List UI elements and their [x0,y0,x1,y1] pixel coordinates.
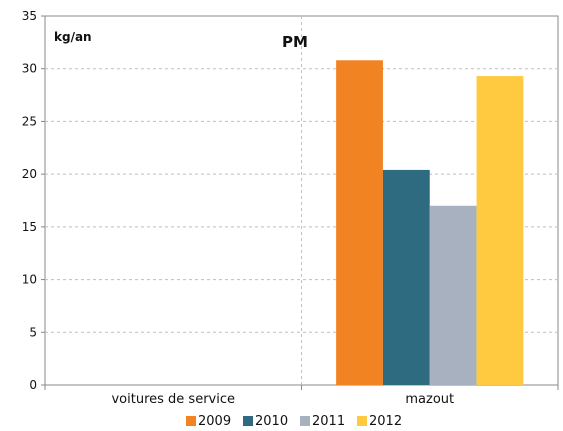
legend-swatch-2010 [243,416,253,426]
legend-label-2009: 2009 [198,414,231,429]
x-tick-label: mazout [405,392,454,407]
legend-swatch-2009 [186,416,196,426]
bar-2011-mazout [429,205,477,385]
legend: 2009 2010 2011 2012 [186,414,402,429]
legend-swatch-2011 [300,416,310,426]
y-tick-label: 20 [22,167,37,181]
x-axis: voitures de service mazout [44,385,559,407]
y-tick-label: 35 [22,9,37,23]
bar-2012-mazout [476,76,524,385]
legend-label-2010: 2010 [255,414,288,429]
y-tick-label: 25 [22,114,37,128]
legend-label-2012: 2012 [369,414,402,429]
y-tick-label: 30 [22,62,37,76]
y-axis: 0 5 10 15 20 25 30 35 [22,9,45,392]
bar-2010-mazout [382,169,430,385]
bars [336,60,524,385]
y-tick-label: 5 [29,325,37,339]
legend-swatch-2012 [357,416,367,426]
legend-label-2011: 2011 [312,414,345,429]
y-tick-label: 10 [22,273,37,287]
y-tick-label: 0 [29,378,37,392]
bar-2009-mazout [336,60,383,385]
chart-title: PM [282,33,308,51]
x-tick-label: voitures de service [111,392,235,407]
y-axis-unit: kg/an [54,30,92,44]
y-tick-label: 15 [22,220,37,234]
